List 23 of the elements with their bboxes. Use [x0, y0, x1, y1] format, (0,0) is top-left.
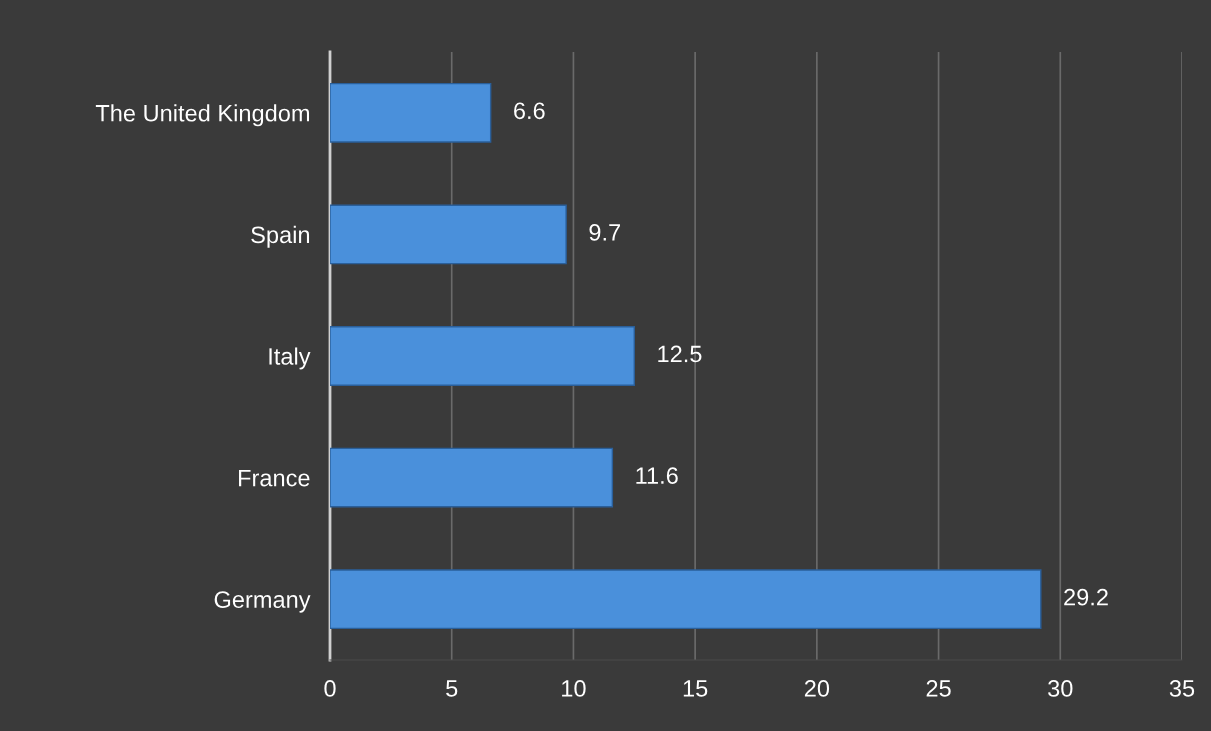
bar [330, 569, 1042, 630]
y-tick-label: The United Kingdom [95, 104, 310, 127]
bar [330, 447, 614, 508]
x-tick-label: 30 [1048, 680, 1073, 697]
data-label: 11.6 [636, 467, 678, 484]
x-tick-label: 15 [683, 680, 708, 697]
bar [330, 82, 492, 143]
data-label: 29.2 [1064, 588, 1108, 606]
x-tick-label: 35 [1169, 680, 1195, 697]
data-label: 12.5 [658, 345, 702, 363]
y-tick-label: Spain [251, 225, 310, 248]
x-tick-label: 10 [562, 680, 586, 697]
data-label: 9.7 [589, 224, 620, 241]
y-tick-label: France [239, 469, 310, 487]
bar [330, 204, 567, 265]
y-tick-label: Germany [214, 591, 311, 613]
x-tick-label: 0 [324, 680, 336, 697]
bar [330, 326, 635, 386]
y-tick-label: Italy [269, 347, 311, 370]
x-tick-label: 5 [446, 680, 458, 697]
data-label: 6.6 [514, 102, 545, 120]
x-tick-label: 20 [804, 680, 830, 697]
x-tick-label: 25 [926, 680, 951, 697]
